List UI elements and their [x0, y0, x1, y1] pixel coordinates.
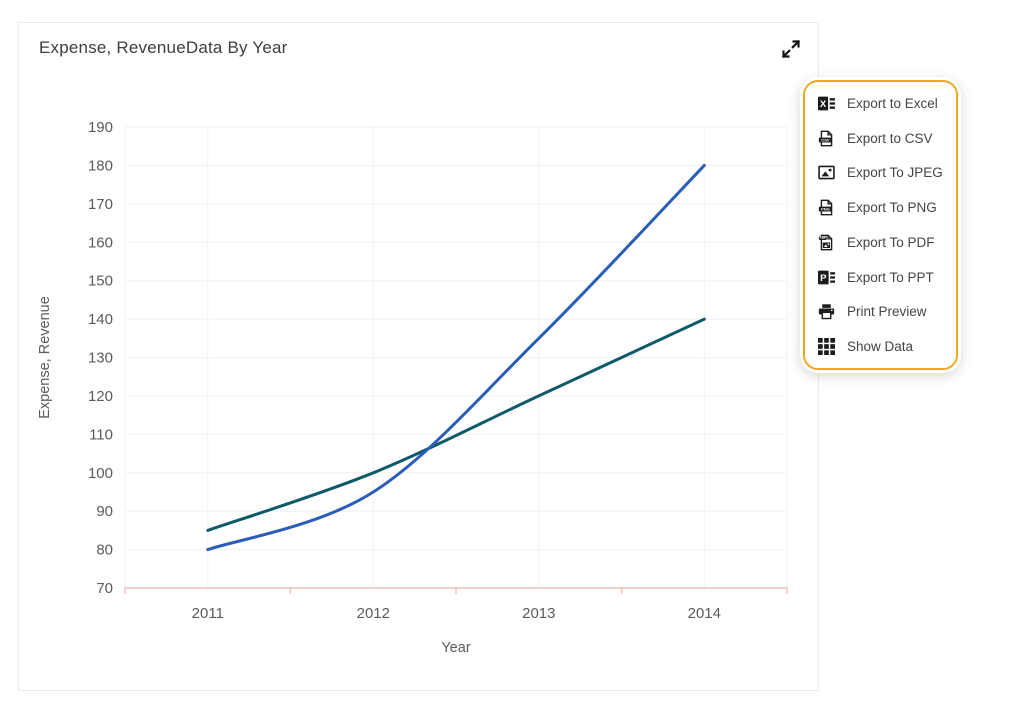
- menu-item-label: Export To PPT: [847, 269, 934, 285]
- line-chart: 70 80 90 100 110 120 130 140 150 160 170 180 190 201…: [37, 119, 788, 656]
- x-axis-tick-labels: 2011 2012 2013 2014: [192, 605, 721, 622]
- export-menu-list: X Export to Excel CSV Export to CSV Expo…: [803, 80, 958, 370]
- menu-item-label: Export To JPEG: [847, 165, 943, 181]
- widget-title: Expense, RevenueData By Year: [39, 38, 288, 57]
- svg-text:P: P: [820, 273, 827, 284]
- svg-text:180: 180: [88, 157, 113, 174]
- svg-text:2012: 2012: [357, 605, 390, 622]
- svg-text:80: 80: [96, 542, 113, 559]
- x-axis-title: Year: [441, 640, 470, 656]
- printer-icon: [818, 303, 835, 320]
- pdf-icon: PDF: [818, 234, 835, 251]
- ppt-icon: P: [818, 269, 835, 286]
- menu-item-label: Show Data: [847, 339, 914, 355]
- expense-line: [206, 163, 706, 552]
- menu-item-printer[interactable]: Print Preview: [805, 294, 956, 330]
- menu-item-jpeg[interactable]: Export To JPEG: [805, 155, 956, 191]
- expand-icon: [778, 36, 804, 65]
- menu-item-ppt[interactable]: P Export To PPT: [805, 259, 956, 295]
- svg-text:CSV: CSV: [821, 137, 830, 142]
- grid-icon: [818, 338, 835, 356]
- svg-text:2011: 2011: [192, 605, 224, 622]
- svg-text:160: 160: [88, 234, 113, 251]
- svg-text:130: 130: [88, 350, 113, 367]
- menu-item-grid[interactable]: Show Data: [805, 329, 956, 364]
- svg-text:170: 170: [88, 196, 113, 213]
- svg-text:190: 190: [88, 119, 113, 136]
- y-axis-title: Expense, Revenue: [37, 296, 53, 419]
- menu-item-label: Export To PDF: [847, 234, 935, 250]
- menu-item-csv[interactable]: CSV Export to CSV: [805, 120, 956, 156]
- menu-item-pdf[interactable]: PDF Export To PDF: [805, 225, 956, 260]
- svg-text:70: 70: [96, 580, 113, 597]
- svg-text:90: 90: [96, 503, 113, 520]
- svg-text:PNG: PNG: [821, 207, 830, 212]
- svg-text:150: 150: [88, 273, 113, 290]
- excel-icon: X: [818, 95, 835, 112]
- svg-text:2014: 2014: [688, 605, 721, 622]
- svg-text:PDF: PDF: [820, 236, 826, 240]
- menu-item-label: Print Preview: [847, 304, 927, 320]
- menu-item-excel[interactable]: X Export to Excel: [805, 86, 956, 121]
- export-menu: X Export to Excel CSV Export to CSV Expo…: [800, 77, 961, 373]
- csv-icon: CSV: [818, 130, 835, 147]
- menu-item-label: Export to Excel: [847, 95, 938, 111]
- svg-text:110: 110: [89, 426, 113, 443]
- svg-text:2013: 2013: [522, 605, 555, 622]
- chart-widget-card: Expense, RevenueData By Year 70 80 90 100 11…: [18, 22, 819, 691]
- expand-button[interactable]: [776, 35, 806, 65]
- revenue-line: [206, 317, 706, 532]
- svg-text:100: 100: [88, 465, 113, 482]
- png-icon: PNG: [818, 199, 835, 216]
- x-axis-line: [124, 587, 788, 594]
- svg-text:120: 120: [88, 388, 113, 405]
- svg-text:140: 140: [88, 311, 113, 328]
- jpeg-icon: [818, 164, 835, 181]
- svg-text:X: X: [820, 99, 827, 110]
- menu-item-png[interactable]: PNG Export To PNG: [805, 190, 956, 225]
- chart-gridlines: [124, 126, 788, 588]
- chart-series: [206, 163, 706, 552]
- y-axis-tick-labels: 70 80 90 100 110 120 130 140 150 160 170 180 190: [88, 119, 113, 597]
- menu-item-label: Export to CSV: [847, 130, 933, 146]
- menu-item-label: Export To PNG: [847, 200, 937, 216]
